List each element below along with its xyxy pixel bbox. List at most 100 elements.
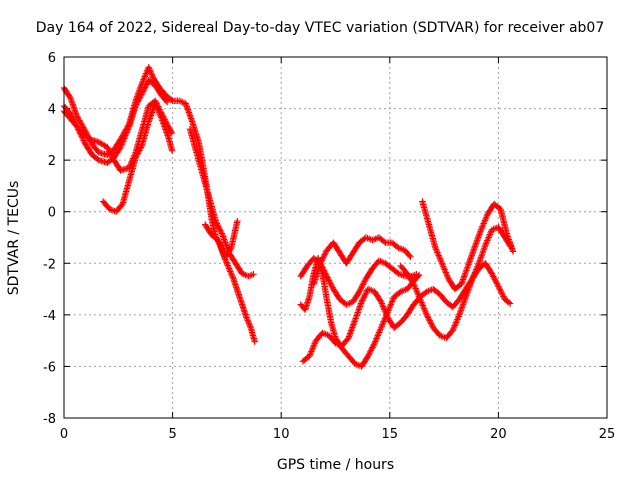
data-point [487, 269, 495, 276]
chart-title: Day 164 of 2022, Sidereal Day-to-day VTE… [35, 20, 605, 36]
data-point [470, 272, 477, 279]
data-point [225, 263, 232, 271]
data-point [162, 97, 170, 105]
data-point [418, 299, 425, 306]
data-point [505, 299, 513, 306]
data-point [356, 287, 364, 294]
data-point [388, 299, 395, 307]
data-point [138, 142, 145, 150]
y-tick-label: 4 [48, 103, 56, 118]
data-point [228, 272, 236, 280]
data-point [109, 154, 116, 161]
series-e [169, 97, 258, 345]
data-point [124, 127, 131, 135]
data-point [138, 91, 145, 98]
data-point [360, 279, 367, 287]
data-point [421, 307, 428, 314]
data-point [223, 259, 230, 266]
data-point [135, 148, 142, 156]
data-point [482, 240, 490, 247]
data-point [488, 270, 496, 277]
data-point [472, 267, 479, 275]
data-point [120, 135, 128, 142]
data-point [141, 85, 148, 93]
data-point [435, 252, 442, 259]
data-point [153, 103, 160, 110]
y-tick-label: -8 [43, 412, 56, 427]
grid [64, 57, 607, 418]
y-tick-label: -2 [43, 257, 56, 272]
data-point [156, 111, 163, 118]
data-point [442, 269, 450, 276]
data-point [148, 71, 156, 78]
data-point [469, 274, 477, 281]
x-tick-label: 25 [599, 427, 616, 442]
data-point [417, 296, 424, 303]
data-point [455, 313, 462, 320]
data-point [217, 228, 225, 236]
data-point [434, 250, 442, 258]
data-point [78, 121, 85, 128]
data-point [66, 93, 73, 101]
data-point [133, 99, 141, 107]
data-point [118, 202, 125, 209]
data-point [155, 109, 163, 116]
data-point [138, 89, 146, 97]
data-point [368, 345, 375, 353]
data-point [325, 277, 333, 284]
data-point [119, 139, 126, 147]
data-point [428, 321, 435, 329]
data-point [498, 290, 506, 297]
data-point [309, 345, 316, 352]
data-point [136, 147, 143, 154]
data-point [452, 319, 460, 326]
data-point [133, 151, 141, 158]
data-point [379, 321, 386, 328]
data-point [427, 320, 435, 327]
data-point [105, 146, 113, 154]
data-point [152, 100, 159, 107]
data-point [122, 130, 130, 138]
data-point [77, 120, 85, 127]
data-point [481, 218, 488, 226]
data-point [452, 320, 459, 328]
data-point [454, 314, 462, 322]
data-point [499, 291, 506, 299]
data-point [224, 262, 232, 269]
data-point [124, 126, 132, 133]
data-point [374, 332, 382, 339]
data-point [116, 145, 123, 152]
series-l [419, 198, 517, 293]
data-point [493, 278, 500, 286]
data-point [432, 244, 439, 252]
data-point [469, 275, 476, 282]
data-point [227, 268, 234, 275]
data-point [163, 98, 171, 106]
x-tick-label: 15 [382, 427, 399, 442]
data-point [413, 288, 421, 295]
data-point [357, 285, 365, 292]
plot-frame [63, 56, 608, 419]
data-point [107, 149, 114, 157]
data-point [134, 150, 142, 157]
y-tick-label: -6 [43, 360, 56, 375]
data-point [135, 97, 142, 104]
data-point [427, 318, 434, 326]
data-point [377, 297, 384, 304]
data-point [506, 300, 514, 307]
data-point [507, 243, 514, 250]
data-point [327, 280, 334, 287]
data-point [94, 155, 101, 163]
data-point [328, 283, 336, 290]
data-point [216, 225, 223, 233]
data-point [479, 221, 487, 229]
data-point [387, 302, 394, 310]
data-point [157, 112, 164, 119]
data-point [373, 335, 380, 342]
data-point [359, 297, 366, 304]
data-point [79, 122, 86, 130]
data-point [107, 151, 115, 158]
data-point [358, 284, 365, 291]
data-point [134, 98, 142, 105]
data-point [227, 269, 235, 277]
